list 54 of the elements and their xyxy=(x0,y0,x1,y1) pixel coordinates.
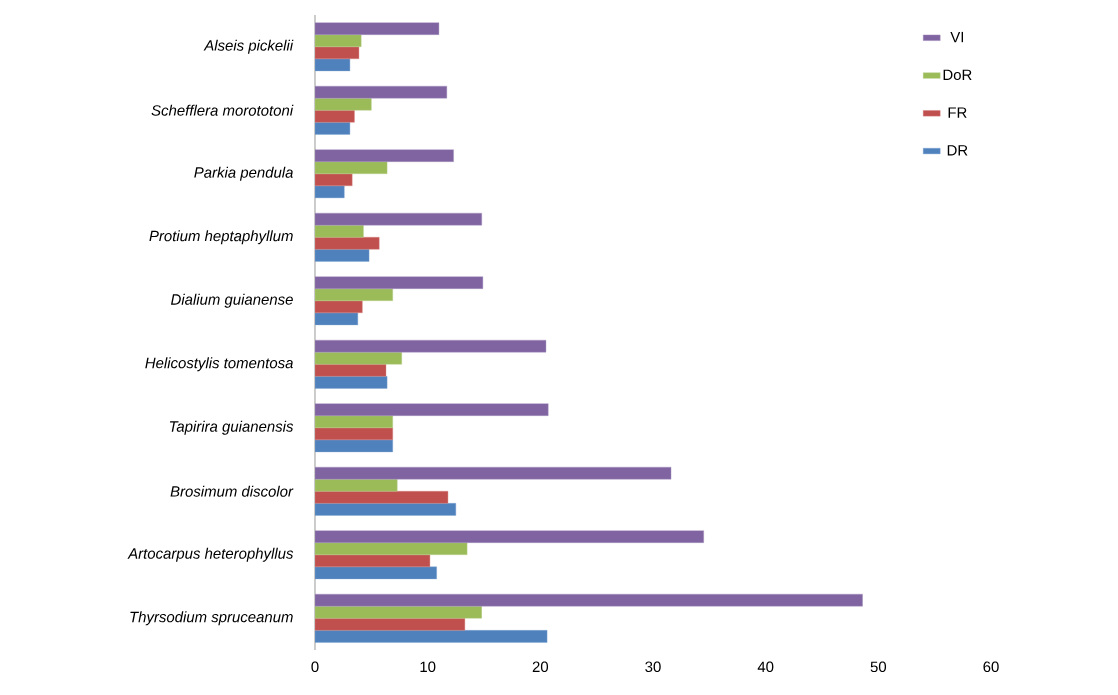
x-tick-label: 30 xyxy=(645,661,661,673)
legend-label: VI xyxy=(950,31,964,43)
bar xyxy=(315,98,372,111)
bar xyxy=(315,530,704,543)
bar xyxy=(315,593,863,607)
legend-label: FR xyxy=(948,107,967,118)
y-tick-label: Thyrsodium spruceanum xyxy=(130,611,293,626)
bar xyxy=(315,352,402,365)
bar xyxy=(315,85,448,99)
bar xyxy=(315,606,482,619)
bar xyxy=(315,554,431,568)
bar xyxy=(315,185,345,199)
bar xyxy=(315,376,388,389)
x-tick-label: 0 xyxy=(311,661,319,673)
x-tick-label: 20 xyxy=(532,661,549,673)
bar xyxy=(315,566,437,580)
y-tick-label: Dialium guianense xyxy=(170,293,293,308)
bar xyxy=(315,403,549,416)
bar xyxy=(315,479,398,492)
y-tick-label: Schefflera morototoni xyxy=(151,104,294,116)
bar xyxy=(315,276,484,289)
bar xyxy=(315,439,393,453)
bar xyxy=(315,22,440,35)
bar xyxy=(315,161,388,174)
bar xyxy=(315,122,351,135)
legend-label: DoR xyxy=(943,69,972,81)
y-tick-label: Protium heptaphyllum xyxy=(149,230,293,245)
bar xyxy=(315,288,393,301)
x-tick-label: 40 xyxy=(757,661,774,673)
x-tick-label: 60 xyxy=(983,661,999,673)
bar xyxy=(315,212,482,226)
bar xyxy=(315,58,351,72)
bar xyxy=(315,339,547,353)
bar xyxy=(315,503,457,516)
y-tick-label: Alseis pickelii xyxy=(203,39,294,54)
bar xyxy=(315,312,359,326)
y-tick-label: Parkia pendula xyxy=(194,166,293,181)
y-tick-label: Brosimum discolor xyxy=(170,485,294,497)
bar xyxy=(315,491,449,504)
x-tick-label: 10 xyxy=(420,661,436,673)
legend-label: DR xyxy=(947,145,968,156)
x-tick-label: 50 xyxy=(870,661,887,673)
bar xyxy=(315,415,393,428)
bar xyxy=(315,542,468,555)
bar xyxy=(315,225,364,238)
y-tick-label: Artocarpus heterophyllus xyxy=(127,547,294,562)
bar xyxy=(315,618,466,631)
y-tick-label: Helicostylis tomentosa xyxy=(145,357,293,372)
y-tick-label: Tapirira guianensis xyxy=(169,420,294,435)
bar xyxy=(315,34,362,47)
bar xyxy=(315,630,548,643)
bar xyxy=(315,149,454,162)
bar xyxy=(315,466,672,480)
bar xyxy=(315,249,370,262)
